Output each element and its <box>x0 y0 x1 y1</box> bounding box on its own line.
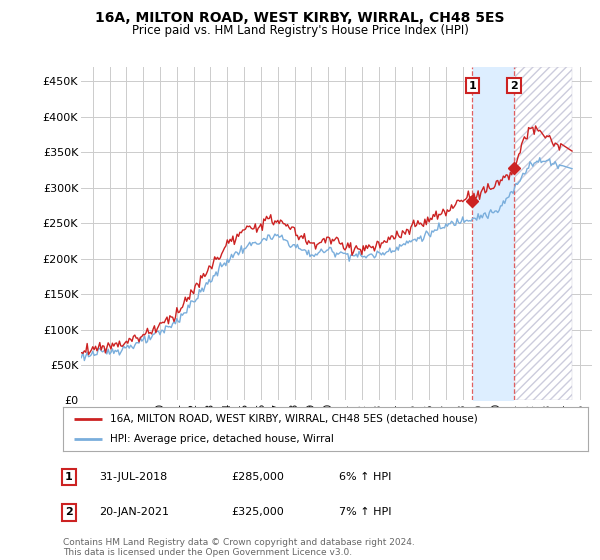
Text: Price paid vs. HM Land Registry's House Price Index (HPI): Price paid vs. HM Land Registry's House … <box>131 24 469 36</box>
Text: 6% ↑ HPI: 6% ↑ HPI <box>339 472 391 482</box>
Text: £325,000: £325,000 <box>231 507 284 517</box>
Text: 1: 1 <box>469 81 476 91</box>
Text: Contains HM Land Registry data © Crown copyright and database right 2024.
This d: Contains HM Land Registry data © Crown c… <box>63 538 415 557</box>
Text: 2: 2 <box>510 81 518 91</box>
Text: 16A, MILTON ROAD, WEST KIRBY, WIRRAL, CH48 5ES (detached house): 16A, MILTON ROAD, WEST KIRBY, WIRRAL, CH… <box>110 414 478 424</box>
Text: HPI: Average price, detached house, Wirral: HPI: Average price, detached house, Wirr… <box>110 434 334 444</box>
Text: £285,000: £285,000 <box>231 472 284 482</box>
Text: 2: 2 <box>65 507 73 517</box>
Text: 1: 1 <box>65 472 73 482</box>
Text: 31-JUL-2018: 31-JUL-2018 <box>99 472 167 482</box>
Text: 16A, MILTON ROAD, WEST KIRBY, WIRRAL, CH48 5ES: 16A, MILTON ROAD, WEST KIRBY, WIRRAL, CH… <box>95 11 505 25</box>
Text: 20-JAN-2021: 20-JAN-2021 <box>99 507 169 517</box>
Text: 7% ↑ HPI: 7% ↑ HPI <box>339 507 391 517</box>
